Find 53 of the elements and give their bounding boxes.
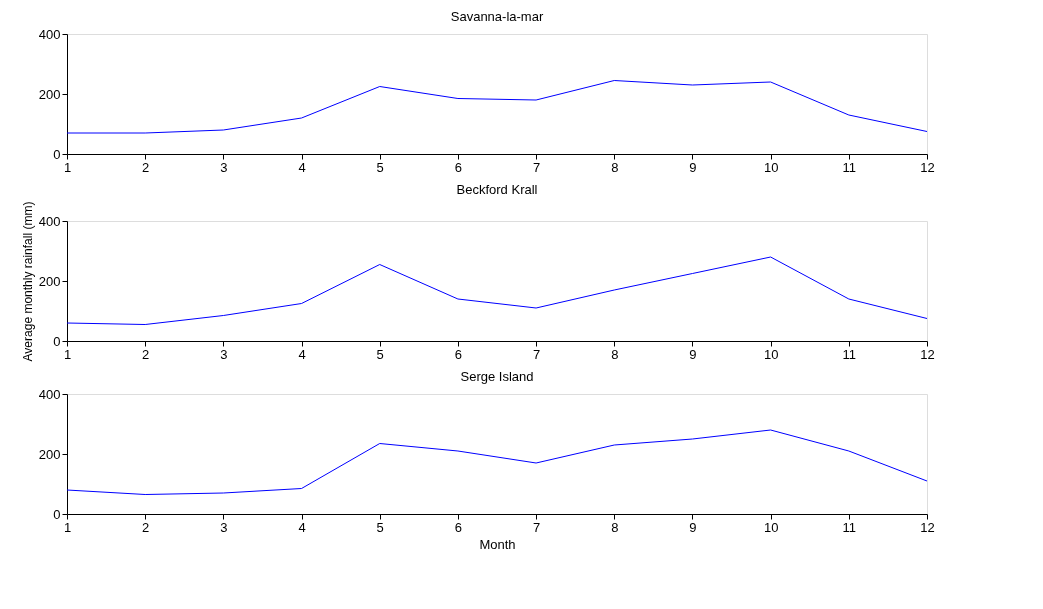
x-tick-label: 9	[689, 159, 697, 175]
y-tick-label: 0	[53, 506, 61, 522]
x-tick-label: 4	[298, 346, 306, 362]
x-tick-label: 7	[532, 519, 541, 535]
x-tick-label: 3	[220, 519, 228, 535]
x-tick-label: 1	[63, 519, 72, 535]
x-tick-label: 11	[842, 346, 857, 362]
x-tick-label: 2	[142, 159, 150, 175]
x-tick-label: 7	[532, 159, 541, 175]
x-tick-label: 2	[142, 519, 150, 535]
x-tick-label: 3	[220, 346, 228, 362]
line-series	[66, 429, 928, 495]
y-axis-title: Average monthly rainfall (mm)	[20, 201, 35, 362]
x-tick-label: 9	[689, 346, 697, 362]
x-tick-label: 10	[763, 159, 779, 175]
line-series	[66, 80, 928, 134]
chart-title: Savanna-la-mar	[450, 9, 544, 24]
x-tick-label: 5	[376, 159, 384, 175]
y-tick-label: 0	[53, 333, 61, 349]
x-tick-label: 8	[611, 346, 619, 362]
y-tick-label: 0	[53, 146, 61, 162]
x-tick-label: 4	[298, 519, 306, 535]
x-tick-label: 6	[454, 346, 463, 362]
y-tick-label: 400	[38, 213, 61, 229]
x-tick-label: 6	[454, 159, 463, 175]
x-tick-label: 12	[920, 519, 935, 535]
x-tick-label: 12	[920, 346, 935, 362]
x-tick-label: 1	[63, 346, 72, 362]
y-tick-label: 200	[38, 446, 61, 462]
x-tick-label: 9	[689, 519, 697, 535]
x-tick-label: 11	[842, 519, 857, 535]
chart-title: Serge Island	[460, 369, 534, 384]
x-tick-label: 2	[142, 346, 150, 362]
x-tick-label: 12	[920, 159, 935, 175]
x-tick-label: 6	[454, 519, 463, 535]
x-tick-label: 3	[220, 159, 228, 175]
y-tick-label: 400	[38, 386, 61, 402]
x-tick-label: 1	[63, 159, 72, 175]
x-tick-label: 4	[298, 159, 306, 175]
x-tick-label: 8	[611, 519, 619, 535]
x-tick-label: 11	[842, 159, 857, 175]
x-tick-label: 5	[376, 519, 384, 535]
y-tick-label: 200	[38, 86, 61, 102]
line-series	[66, 256, 928, 325]
x-axis-title: Month	[479, 536, 516, 552]
x-tick-label: 5	[376, 346, 384, 362]
chart-title: Beckford Krall	[456, 182, 538, 198]
x-tick-label: 10	[763, 519, 779, 535]
y-tick-label: 200	[38, 273, 61, 289]
y-tick-label: 400	[38, 26, 61, 42]
x-tick-label: 7	[532, 346, 541, 362]
x-tick-label: 10	[763, 346, 779, 362]
x-tick-label: 8	[611, 159, 619, 175]
